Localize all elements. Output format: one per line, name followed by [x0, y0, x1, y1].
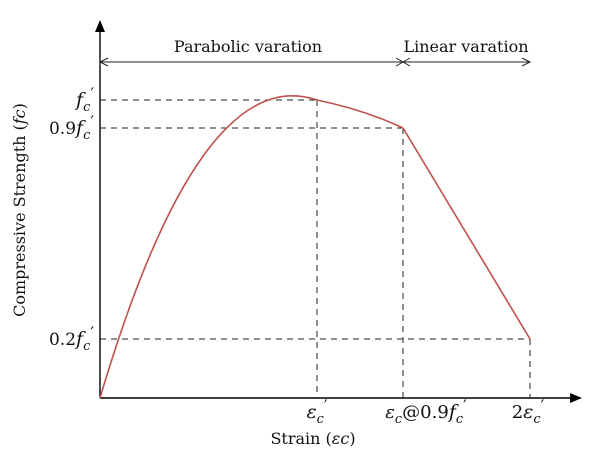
xtick-eps-at-09fc: εc@0.9fc′	[385, 396, 467, 427]
xtick-eps-c-prime: εc′	[306, 396, 327, 427]
xtick-2eps-c-prime: 2εc′	[512, 396, 545, 427]
ytick-fc: fc′	[74, 84, 94, 115]
region-label-linear: Linear varation	[403, 37, 528, 56]
region-tick-end-arrow	[521, 57, 532, 67]
ytick-02fc: 0.2fc′	[49, 323, 94, 354]
curve-parabolic-segment	[99, 95, 404, 399]
region-label-parabolic: Parabolic varation	[174, 37, 322, 56]
ytick-09fc: 0.9fc′	[49, 112, 94, 143]
region-tick-mid-left	[401, 57, 411, 67]
region-tick-left-arrow	[98, 57, 109, 67]
curve-linear-segment	[402, 127, 531, 340]
x-axis-label: Strain (εc)	[270, 429, 355, 448]
y-axis-label: Compressive Strength (fc)	[10, 103, 29, 317]
